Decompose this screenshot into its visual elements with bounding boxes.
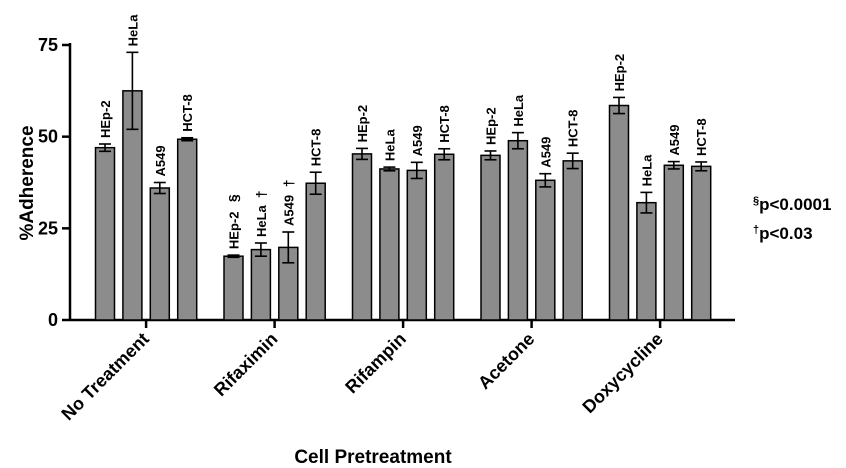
bar — [223, 255, 244, 321]
bar-label: HeLa — [382, 129, 397, 162]
legend-text-1: p<0.0001 — [759, 195, 831, 214]
bar-label: HCT-8 — [437, 105, 452, 143]
bar-label: A549 — [410, 125, 425, 156]
bar — [94, 146, 116, 321]
bar-label: A549 — [281, 195, 296, 226]
bar — [433, 153, 455, 321]
bar — [690, 165, 712, 321]
significance-legend: §p<0.0001 †p<0.03 — [753, 195, 831, 243]
bar — [379, 168, 400, 321]
legend-symbol-2: † — [753, 224, 759, 236]
bars — [94, 51, 712, 321]
legend-symbol-1: § — [753, 195, 759, 207]
bar-label: HeLa — [511, 94, 526, 127]
significance-mark: § — [226, 194, 242, 202]
y-tick-label: 25 — [38, 218, 58, 238]
bar-label: HEp-2 — [612, 54, 627, 92]
bar-labels: HEp-2 HeLa A549 HCT-8 HEp-2 § HeLa † A549 † HCT-8 H… — [98, 14, 709, 249]
bar-label: HCT-8 — [309, 129, 324, 167]
bar — [507, 139, 529, 321]
bar-label: HEp-2 — [484, 107, 499, 145]
bar-label: A549 — [538, 137, 553, 168]
bar-label: A549 — [667, 125, 682, 156]
bar — [176, 138, 198, 321]
bar — [608, 104, 630, 321]
bar-label: HCT-8 — [694, 118, 709, 156]
legend-entry-2: †p<0.03 — [753, 224, 813, 243]
significance-mark: † — [253, 190, 269, 198]
y-tick-label: 75 — [38, 35, 58, 55]
x-tick-label: Acetone — [474, 329, 538, 393]
bar — [562, 160, 583, 321]
bar-label: HeLa — [125, 14, 140, 47]
legend-text-2: p<0.03 — [759, 224, 812, 243]
x-tick-label: Doxycycline — [578, 329, 666, 417]
y-tick-label: 50 — [38, 127, 58, 147]
bar-label: HCT-8 — [180, 94, 195, 132]
bar — [406, 169, 428, 321]
bar-label: HCT-8 — [566, 110, 581, 148]
x-tick-label: Rifaximin — [210, 329, 281, 400]
bar-label: HEp-2 — [98, 100, 113, 138]
x-tick-label: No Treatment — [57, 329, 152, 424]
bar — [305, 182, 326, 321]
bar-label: HeLa — [254, 204, 269, 237]
bar-label: A549 — [153, 145, 168, 176]
bar — [663, 164, 685, 321]
bar — [149, 187, 171, 321]
significance-mark: † — [280, 179, 296, 187]
bar — [535, 179, 556, 321]
y-axis: 0 25 50 75 — [38, 35, 72, 330]
x-axis-title: Cell Pretreatment — [294, 447, 452, 468]
legend-entry-1: §p<0.0001 — [753, 195, 831, 214]
bar-label: HEp-2 — [355, 105, 370, 143]
x-tick-label: Rifampin — [341, 329, 410, 398]
bar-label: HeLa — [639, 154, 654, 187]
bar-label: HEp-2 — [227, 212, 242, 250]
y-tick-label: 0 — [48, 310, 58, 330]
bar — [480, 154, 501, 321]
bar — [636, 201, 657, 321]
x-axis: No Treatment Rifaximin Rifampin Acetone Doxy… — [57, 318, 735, 424]
bar — [351, 153, 373, 321]
bar — [250, 248, 272, 321]
y-axis-title: %Adherence — [17, 125, 38, 240]
